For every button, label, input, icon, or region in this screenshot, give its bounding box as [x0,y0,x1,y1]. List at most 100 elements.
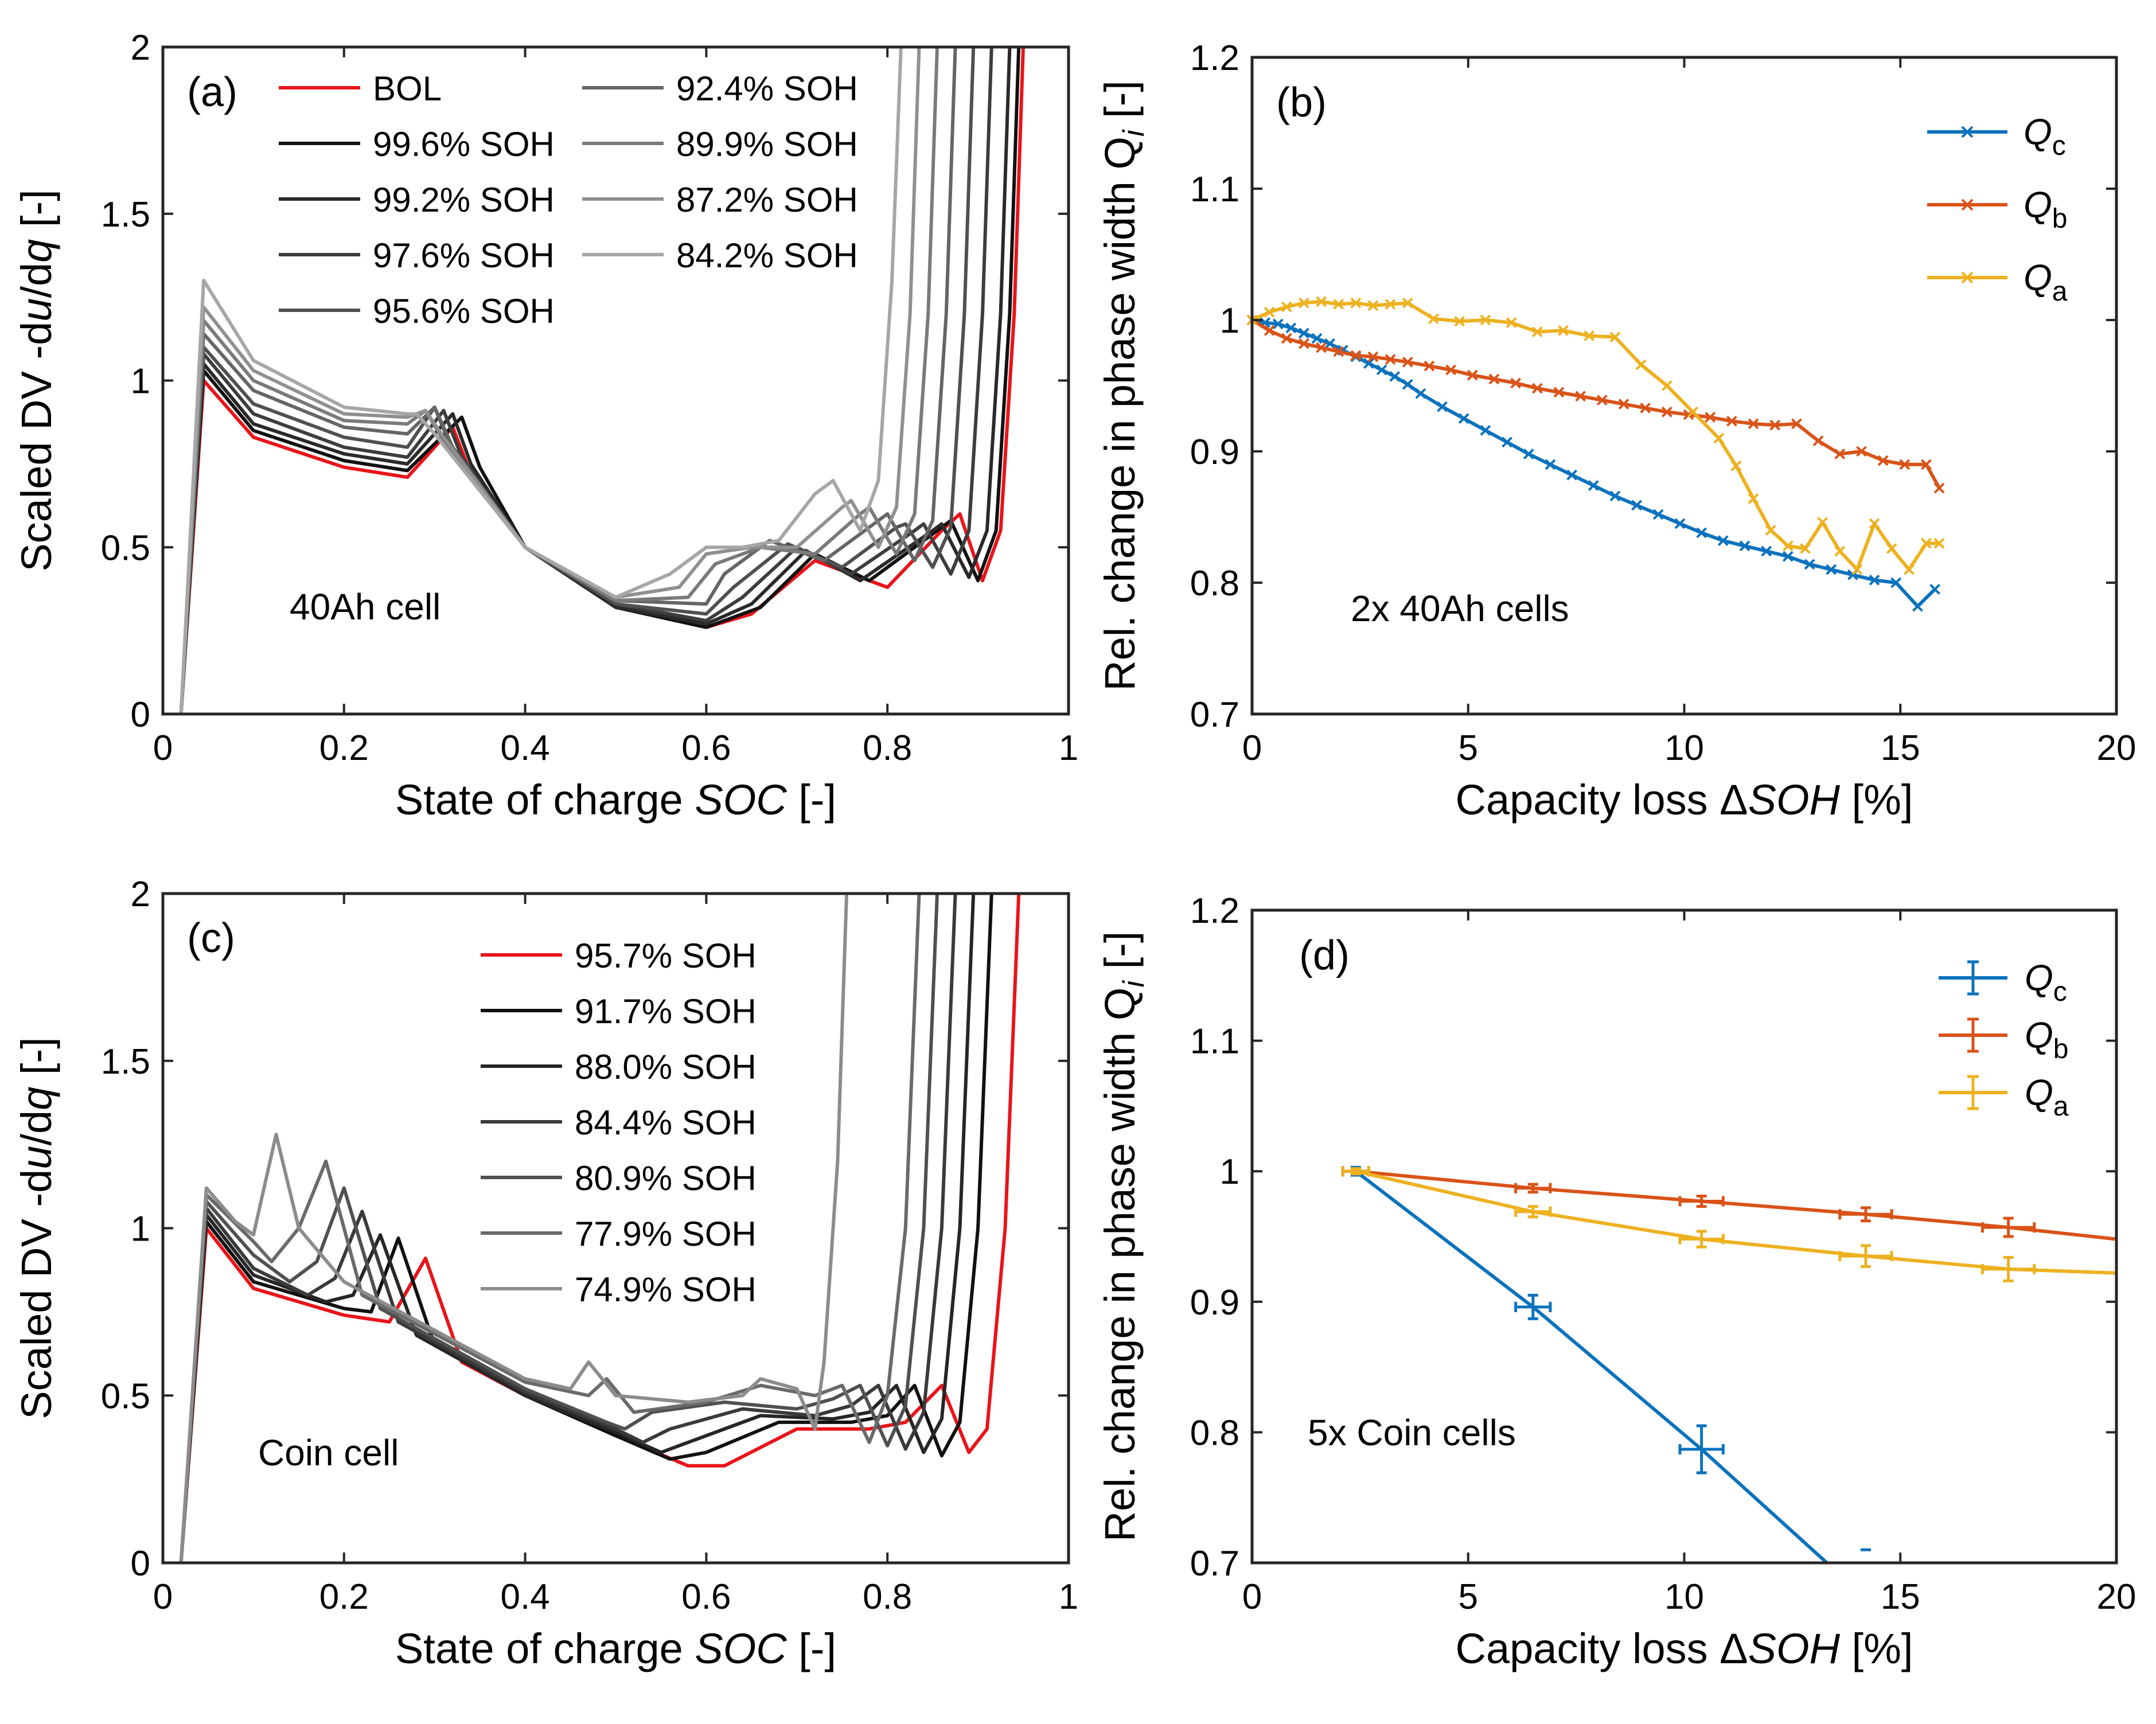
x-axis-label: State of charge SOC [-] [395,776,836,824]
series-line-c-6 [179,894,849,1563]
y-tick-label: 0.5 [101,528,150,568]
error-bar-d-2-4 [1980,1255,2036,1282]
series-line-c-1 [179,894,993,1563]
error-bar-d-0-1 [1514,1293,1552,1320]
x-tick-label: 0.4 [500,1577,549,1617]
error-bar-d-1-4 [1980,1216,2036,1238]
data-point-b-0-37 [1929,584,1940,595]
legend-label: 77.9% SOH [575,1215,757,1253]
data-point-b-2-27 [1817,517,1828,528]
legend-label: Qc [2025,957,2067,1007]
panel-annotation: 5x Coin cells [1308,1412,1516,1453]
data-point-b-1-23 [1705,412,1716,423]
series-line-a-7 [179,47,921,714]
x-tick-label: 20 [2097,1577,2136,1617]
data-point-b-0-9 [1363,358,1374,369]
data-point-b-0-21 [1588,480,1599,491]
panel-annotation: Coin cell [258,1432,399,1473]
data-point-b-2-6 [1350,297,1362,309]
x-tick-label: 0.2 [319,1577,369,1617]
legend-d: Qc Qb Qa [1939,957,2069,1122]
data-point-b-1-12 [1467,369,1478,381]
y-tick-label: 2 [131,28,150,68]
data-point-b-1-20 [1640,403,1651,414]
series-line-a-1 [179,47,1021,714]
data-point-b-1-6 [1350,350,1362,361]
data-point-b-1-27 [1791,418,1802,430]
y-tick-label: 0.8 [1190,564,1239,603]
legend-label: 95.6% SOH [373,292,555,330]
x-tick-label: 1 [1059,728,1078,768]
data-point-b-2-32 [1903,564,1915,575]
data-point-b-1-24 [1726,415,1737,427]
data-point-b-0-27 [1717,535,1729,547]
legend-label: 97.6% SOH [373,236,555,275]
data-point-b-2-16 [1584,330,1595,341]
data-point-b-0-18 [1523,448,1534,459]
data-point-b-2-23 [1748,493,1759,504]
data-point-b-0-31 [1804,559,1815,570]
legend-label: 92.4% SOH [676,69,858,108]
series-line-d-0 [1354,1169,1829,1563]
data-point-b-0-35 [1890,577,1902,588]
y-tick-label: 1.5 [101,195,150,235]
data-point-b-0-23 [1631,500,1643,511]
panel-c: 0 0.2 0.4 0.6 0.8 1 0 0.5 1 1.5 2 State of charge S… [13,875,1078,1672]
data-point-b-2-9 [1402,297,1413,309]
data-point-b-0-30 [1782,551,1794,562]
data-point-b-0-4 [1299,327,1309,339]
data-point-b-2-11 [1454,315,1465,327]
y-tick-label: 1 [131,362,150,401]
y-tick-label: 0 [131,695,150,735]
legend-label: 74.9% SOH [575,1270,757,1309]
x-tick-label: 0.8 [863,1577,912,1617]
data-point-b-0-22 [1609,490,1621,502]
data-point-b-2-33 [1921,537,1932,549]
panel-d: 0 5 10 15 20 0.7 0.8 0.9 1 1.1 1.2 Capacity loss ΔS… [1096,891,2136,1672]
series-line-b-0 [1252,318,1937,609]
legend-a: BOL 99.6% SOH 99.2% SOH 97.6% SOH 95.6% SOH 9… [279,69,858,330]
series-line-c-5 [179,894,921,1563]
x-tick-label: 20 [2097,728,2136,768]
panel-annotation: 40Ah cell [290,586,440,627]
data-point-b-2-34 [1933,537,1945,549]
data-point-b-0-3 [1285,322,1297,334]
error-bar-d-0-2 [1678,1424,1725,1475]
data-point-b-1-11 [1445,364,1457,376]
x-tick-label: 15 [1881,728,1920,768]
data-point-b-2-26 [1800,543,1811,554]
data-point-b-1-4 [1316,342,1327,353]
data-point-b-1-3 [1299,338,1309,349]
legend-label: Qc [2024,111,2066,161]
x-tick-label: 0.6 [681,1577,731,1617]
data-point-b-0-19 [1545,459,1556,470]
series-line-c-0 [179,894,1021,1563]
error-bar-d-1-2 [1678,1194,1725,1208]
y-tick-label: 1.2 [1190,38,1239,78]
data-point-b-0-25 [1674,518,1686,529]
x-axis-label: State of charge SOC [-] [395,1625,836,1672]
series-line-b-1 [1252,318,1941,490]
x-tick-label: 0.2 [319,728,369,768]
data-point-b-0-29 [1761,545,1772,557]
data-point-b-2-1 [1264,306,1275,318]
x-tick-label: 0 [153,1577,173,1617]
data-point-b-1-17 [1575,391,1586,402]
legend-label: Qa [2024,257,2068,307]
data-point-b-2-3 [1299,297,1309,309]
x-tick-label: 10 [1664,728,1704,768]
data-point-b-0-24 [1652,509,1664,520]
data-point-b-2-4 [1316,296,1327,307]
data-point-b-2-20 [1687,406,1698,418]
data-point-b-2-24 [1765,524,1776,536]
series-line-c-4 [179,894,939,1563]
data-point-b-0-26 [1696,527,1707,539]
y-tick-label: 0.9 [1190,1283,1239,1323]
data-point-b-2-14 [1531,326,1543,338]
x-axis-label: Capacity loss ΔSOH [%] [1456,1625,1913,1672]
data-point-b-1-8 [1385,354,1396,365]
data-point-b-2-13 [1506,317,1517,328]
x-tick-label: 0.8 [863,728,912,768]
y-tick-label: 0.7 [1190,695,1239,735]
